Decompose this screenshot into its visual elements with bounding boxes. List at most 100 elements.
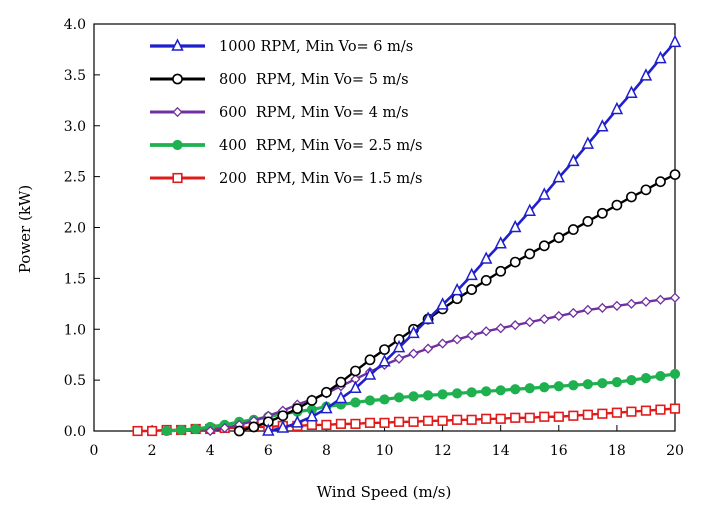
data-point bbox=[610, 101, 624, 115]
data-point bbox=[582, 409, 593, 420]
data-point bbox=[524, 317, 535, 328]
data-point bbox=[161, 425, 172, 437]
data-point bbox=[437, 415, 448, 426]
data-point bbox=[205, 425, 216, 437]
data-point bbox=[568, 307, 579, 319]
legend-label: 200 RPM, Min Vo= 1.5 m/s bbox=[219, 171, 422, 187]
data-point bbox=[495, 385, 506, 396]
data-point bbox=[379, 394, 390, 405]
x-axis-title: Wind Speed (m/s) bbox=[317, 483, 452, 501]
data-point bbox=[626, 191, 637, 203]
series-1 bbox=[233, 169, 681, 437]
data-point bbox=[452, 414, 463, 425]
data-point bbox=[378, 354, 391, 367]
data-point bbox=[422, 390, 434, 401]
legend-label: 400 RPM, Min Vo= 2.5 m/s bbox=[219, 138, 422, 154]
data-point bbox=[277, 410, 289, 422]
data-point bbox=[291, 415, 304, 428]
data-point bbox=[452, 334, 463, 345]
data-point bbox=[147, 425, 158, 437]
data-point bbox=[466, 414, 477, 425]
axes: 0 2 4 6 8 10 12 14 16 18 20 0.0 0.5 1.0 1.5 2.0 2.5 3.0 3.… bbox=[64, 17, 684, 459]
data-point bbox=[553, 310, 564, 322]
data-point bbox=[335, 418, 347, 429]
data-point bbox=[422, 415, 434, 426]
data-point bbox=[538, 240, 550, 252]
data-point bbox=[465, 267, 478, 281]
data-point bbox=[567, 153, 580, 167]
data-point bbox=[350, 397, 361, 408]
data-point bbox=[363, 367, 377, 380]
data-point bbox=[655, 176, 666, 188]
data-point bbox=[495, 323, 506, 334]
data-point bbox=[538, 187, 551, 200]
data-point bbox=[481, 386, 492, 397]
data-point bbox=[335, 376, 347, 388]
data-point bbox=[611, 199, 623, 211]
data-point bbox=[639, 68, 653, 81]
series-0 bbox=[262, 34, 682, 436]
data-point bbox=[523, 203, 536, 216]
data-point bbox=[379, 417, 390, 428]
data-point bbox=[596, 207, 608, 219]
data-point bbox=[350, 365, 361, 377]
legend-marker bbox=[171, 38, 184, 51]
data-point bbox=[553, 411, 564, 422]
data-point bbox=[596, 119, 609, 132]
data-point bbox=[524, 383, 535, 394]
data-point bbox=[567, 224, 579, 235]
data-point bbox=[364, 395, 376, 406]
x-tick-label: 14 bbox=[492, 443, 510, 459]
data-point bbox=[611, 407, 622, 418]
y-tick-label: 0.5 bbox=[64, 373, 86, 389]
legend-marker bbox=[172, 73, 183, 85]
legend-marker bbox=[172, 106, 183, 118]
data-point bbox=[190, 423, 201, 435]
data-point bbox=[655, 370, 666, 382]
data-point bbox=[452, 388, 463, 399]
data-point bbox=[510, 412, 521, 423]
x-tick-label: 20 bbox=[666, 443, 684, 459]
data-point bbox=[320, 400, 333, 414]
data-point bbox=[350, 418, 361, 429]
series-line bbox=[268, 41, 676, 433]
data-point bbox=[539, 411, 550, 422]
data-point bbox=[668, 34, 682, 48]
legend: 1000 RPM, Min Vo= 6 m/s 800 RPM, Min Vo= … bbox=[150, 38, 422, 187]
data-point bbox=[364, 417, 376, 428]
data-point bbox=[597, 378, 608, 389]
data-point bbox=[176, 424, 187, 436]
data-point bbox=[611, 377, 623, 388]
data-point bbox=[306, 419, 317, 430]
y-tick-label: 0.0 bbox=[64, 424, 86, 440]
data-point bbox=[132, 425, 143, 437]
data-point bbox=[669, 169, 681, 180]
data-point bbox=[349, 380, 362, 394]
data-point bbox=[655, 404, 666, 415]
data-point bbox=[625, 85, 638, 98]
data-point bbox=[320, 386, 332, 398]
data-point bbox=[305, 409, 319, 422]
data-point bbox=[219, 422, 230, 434]
data-point bbox=[393, 392, 405, 403]
data-point bbox=[422, 343, 434, 354]
data-point bbox=[669, 292, 681, 303]
data-point bbox=[626, 375, 637, 386]
data-point bbox=[655, 294, 666, 305]
data-point bbox=[306, 395, 318, 406]
data-point bbox=[495, 413, 506, 424]
data-point bbox=[510, 384, 521, 395]
data-point bbox=[582, 215, 594, 227]
data-point bbox=[524, 248, 536, 260]
data-point bbox=[626, 406, 637, 417]
data-point bbox=[640, 372, 652, 384]
y-tick-label: 1.5 bbox=[64, 271, 86, 287]
data-point bbox=[494, 236, 507, 249]
legend-entry: 600 RPM, Min Vo= 4 m/s bbox=[150, 105, 409, 121]
x-tick-label: 10 bbox=[376, 443, 394, 459]
data-point bbox=[509, 219, 522, 233]
data-point bbox=[509, 256, 521, 268]
data-point bbox=[466, 284, 478, 295]
data-point bbox=[640, 296, 652, 307]
y-tick-label: 2.5 bbox=[64, 170, 86, 186]
